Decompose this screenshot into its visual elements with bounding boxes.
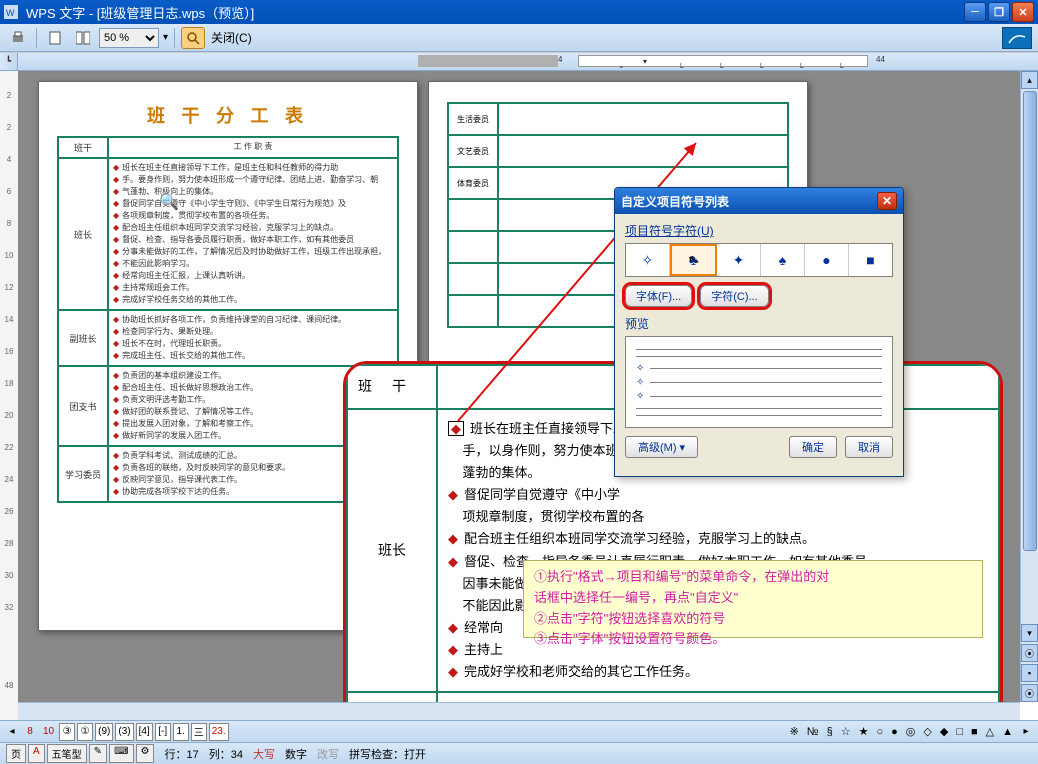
two-page-button[interactable]: [71, 27, 95, 49]
tb-right-icon[interactable]: ▸: [1018, 723, 1034, 741]
advanced-button[interactable]: 高级(M) ▾: [625, 436, 698, 458]
tb-symbol[interactable]: ○: [873, 726, 886, 738]
vertical-ruler: 2 2 4 6 8 10 12 14 16 18 20 22 24 26 28 …: [0, 71, 18, 720]
tb-circled[interactable]: [4]: [136, 723, 153, 741]
tb-symbol[interactable]: ●: [888, 726, 901, 738]
status-overwrite: 改写: [317, 746, 339, 762]
scroll-up-button[interactable]: ▴: [1021, 71, 1038, 89]
tb-circled[interactable]: ①: [77, 723, 93, 741]
symbol-option[interactable]: ✧: [626, 244, 670, 276]
left-ruler-bar: ┗ 2 2 4 6 8 10 12 14 16 18 20 22 24 26 2…: [0, 53, 18, 720]
tb-circled[interactable]: (9): [95, 723, 113, 741]
tb-symbol[interactable]: ★: [856, 725, 872, 738]
tb-symbol[interactable]: ◎: [903, 725, 919, 738]
custom-bullet-dialog: 自定义项目符号列表 ✕ 项目符号字符(U) ✧ ♣ ✦ ♠ ● ■ 字体(F).…: [614, 187, 904, 477]
vertical-scrollbar[interactable]: ▴ ▾ ⦿ ▪ ⦿: [1020, 71, 1038, 702]
symbol-option[interactable]: ♣: [670, 244, 717, 276]
table-row: 副班长◆协助班长抓好各项工作，负责维持课堂的自习纪律、课间纪律。◆检查同学行为、…: [58, 310, 398, 366]
dialog-close-button[interactable]: ✕: [877, 192, 897, 210]
magnifier-button[interactable]: [181, 27, 205, 49]
window-title: WPS 文字 - [班级管理日志.wps（预览）]: [26, 3, 964, 22]
tb-symbol[interactable]: △: [983, 725, 997, 738]
tb-left-icon[interactable]: ◂: [4, 723, 20, 741]
tb-circled[interactable]: (3): [115, 723, 133, 741]
preview-label: 预览: [625, 315, 893, 332]
tb-symbol[interactable]: ▲: [999, 726, 1016, 738]
app-icon: W: [4, 4, 20, 20]
titlebar: W WPS 文字 - [班级管理日志.wps（预览）] ─ ❐ ✕: [0, 0, 1038, 24]
tb-symbol[interactable]: ☆: [838, 725, 854, 738]
status-bar: 页 A 五笔型 ✎⌨⚙ 行：17 列：34 大写 数字 改写 拼写检查：打开: [0, 742, 1038, 764]
workspace: ┗ 2 2 4 6 8 10 12 14 16 18 20 22 24 26 2…: [0, 52, 1038, 720]
print-button[interactable]: [6, 27, 30, 49]
instruction-hint-box: ①执行"格式→项目和编号"的菜单命令，在弹出的对 话框中选择任一编号，再点"自定…: [523, 560, 983, 638]
magnifier-cursor-icon: 🔍: [159, 192, 179, 212]
symbol-grid: ✧ ♣ ✦ ♠ ● ■: [625, 243, 893, 277]
tb-circled[interactable]: 23.: [209, 723, 229, 741]
ime-indicator[interactable]: 页 A 五笔型 ✎⌨⚙: [6, 744, 154, 763]
tb-symbol[interactable]: □: [953, 726, 966, 738]
tb-num[interactable]: 10: [40, 723, 57, 741]
tb-symbol[interactable]: ■: [968, 726, 981, 738]
svg-text:W: W: [6, 8, 15, 18]
document-title: 班 干 分 工 表: [57, 102, 399, 128]
tb-num[interactable]: 8: [22, 723, 38, 741]
close-preview-button[interactable]: 关闭(C): [211, 29, 252, 46]
tb-symbol[interactable]: ◇: [920, 725, 934, 738]
one-page-button[interactable]: [43, 27, 67, 49]
close-button[interactable]: ✕: [1012, 2, 1034, 22]
status-num: 数字: [285, 746, 307, 762]
ruler-corner: ┗: [0, 53, 17, 71]
ok-button[interactable]: 确定: [789, 436, 837, 458]
horizontal-scrollbar[interactable]: [18, 702, 1020, 720]
tb-circled[interactable]: 1.: [173, 723, 189, 741]
maximize-button[interactable]: ❐: [988, 2, 1010, 22]
zoom-select[interactable]: 50 %: [99, 28, 159, 48]
status-col-num: 列：34: [209, 746, 243, 762]
bullet-char-label: 项目符号字符(U): [625, 222, 893, 239]
char-button[interactable]: 字符(C)...: [700, 285, 768, 307]
tb-circled[interactable]: [-]: [155, 723, 171, 741]
status-row-num: 行：17: [164, 746, 198, 762]
symbol-option[interactable]: ●: [805, 244, 849, 276]
preview-toolbar: 50 % ▾ 关闭(C): [0, 24, 1038, 52]
status-spellcheck: 拼写检查：打开: [349, 746, 426, 762]
prev-page-button[interactable]: ⦿: [1021, 644, 1038, 662]
character-toolbar: ◂ 8 10 ③ ① (9) (3) [4] [-] 1. 三 23. ※ № …: [0, 720, 1038, 742]
scroll-thumb[interactable]: [1023, 91, 1037, 551]
table-row: 班长 ◆班长在班主任直接领导下工作，是班主任和科任教师的得力助◆手。要身作则，努…: [58, 158, 398, 310]
scroll-down-button[interactable]: ▾: [1021, 624, 1038, 642]
symbol-option[interactable]: ✦: [717, 244, 761, 276]
dialog-title: 自定义项目符号列表: [621, 193, 729, 210]
horizontal-ruler: 4 44 ⌄ ▾ └ └ └ └ └: [18, 53, 1038, 71]
tb-circled[interactable]: 三: [191, 723, 207, 741]
cancel-button[interactable]: 取消: [845, 436, 893, 458]
wps-logo-icon: [1002, 27, 1032, 49]
browse-object-button[interactable]: ▪: [1021, 664, 1038, 682]
minimize-button[interactable]: ─: [964, 2, 986, 22]
tb-symbol[interactable]: ◆: [937, 725, 951, 738]
tb-symbol[interactable]: №: [804, 726, 822, 738]
symbol-option[interactable]: ■: [849, 244, 892, 276]
preview-box: ✧ ✧ ✧: [625, 336, 893, 428]
tb-symbol[interactable]: §: [824, 726, 836, 738]
tb-circled[interactable]: ③: [59, 723, 75, 741]
status-caps: 大写: [253, 746, 275, 762]
tb-symbol[interactable]: ※: [787, 725, 802, 738]
next-page-button[interactable]: ⦿: [1021, 684, 1038, 702]
symbol-option[interactable]: ♠: [761, 244, 805, 276]
font-button[interactable]: 字体(F)...: [625, 285, 692, 307]
dialog-titlebar[interactable]: 自定义项目符号列表 ✕: [615, 188, 903, 214]
